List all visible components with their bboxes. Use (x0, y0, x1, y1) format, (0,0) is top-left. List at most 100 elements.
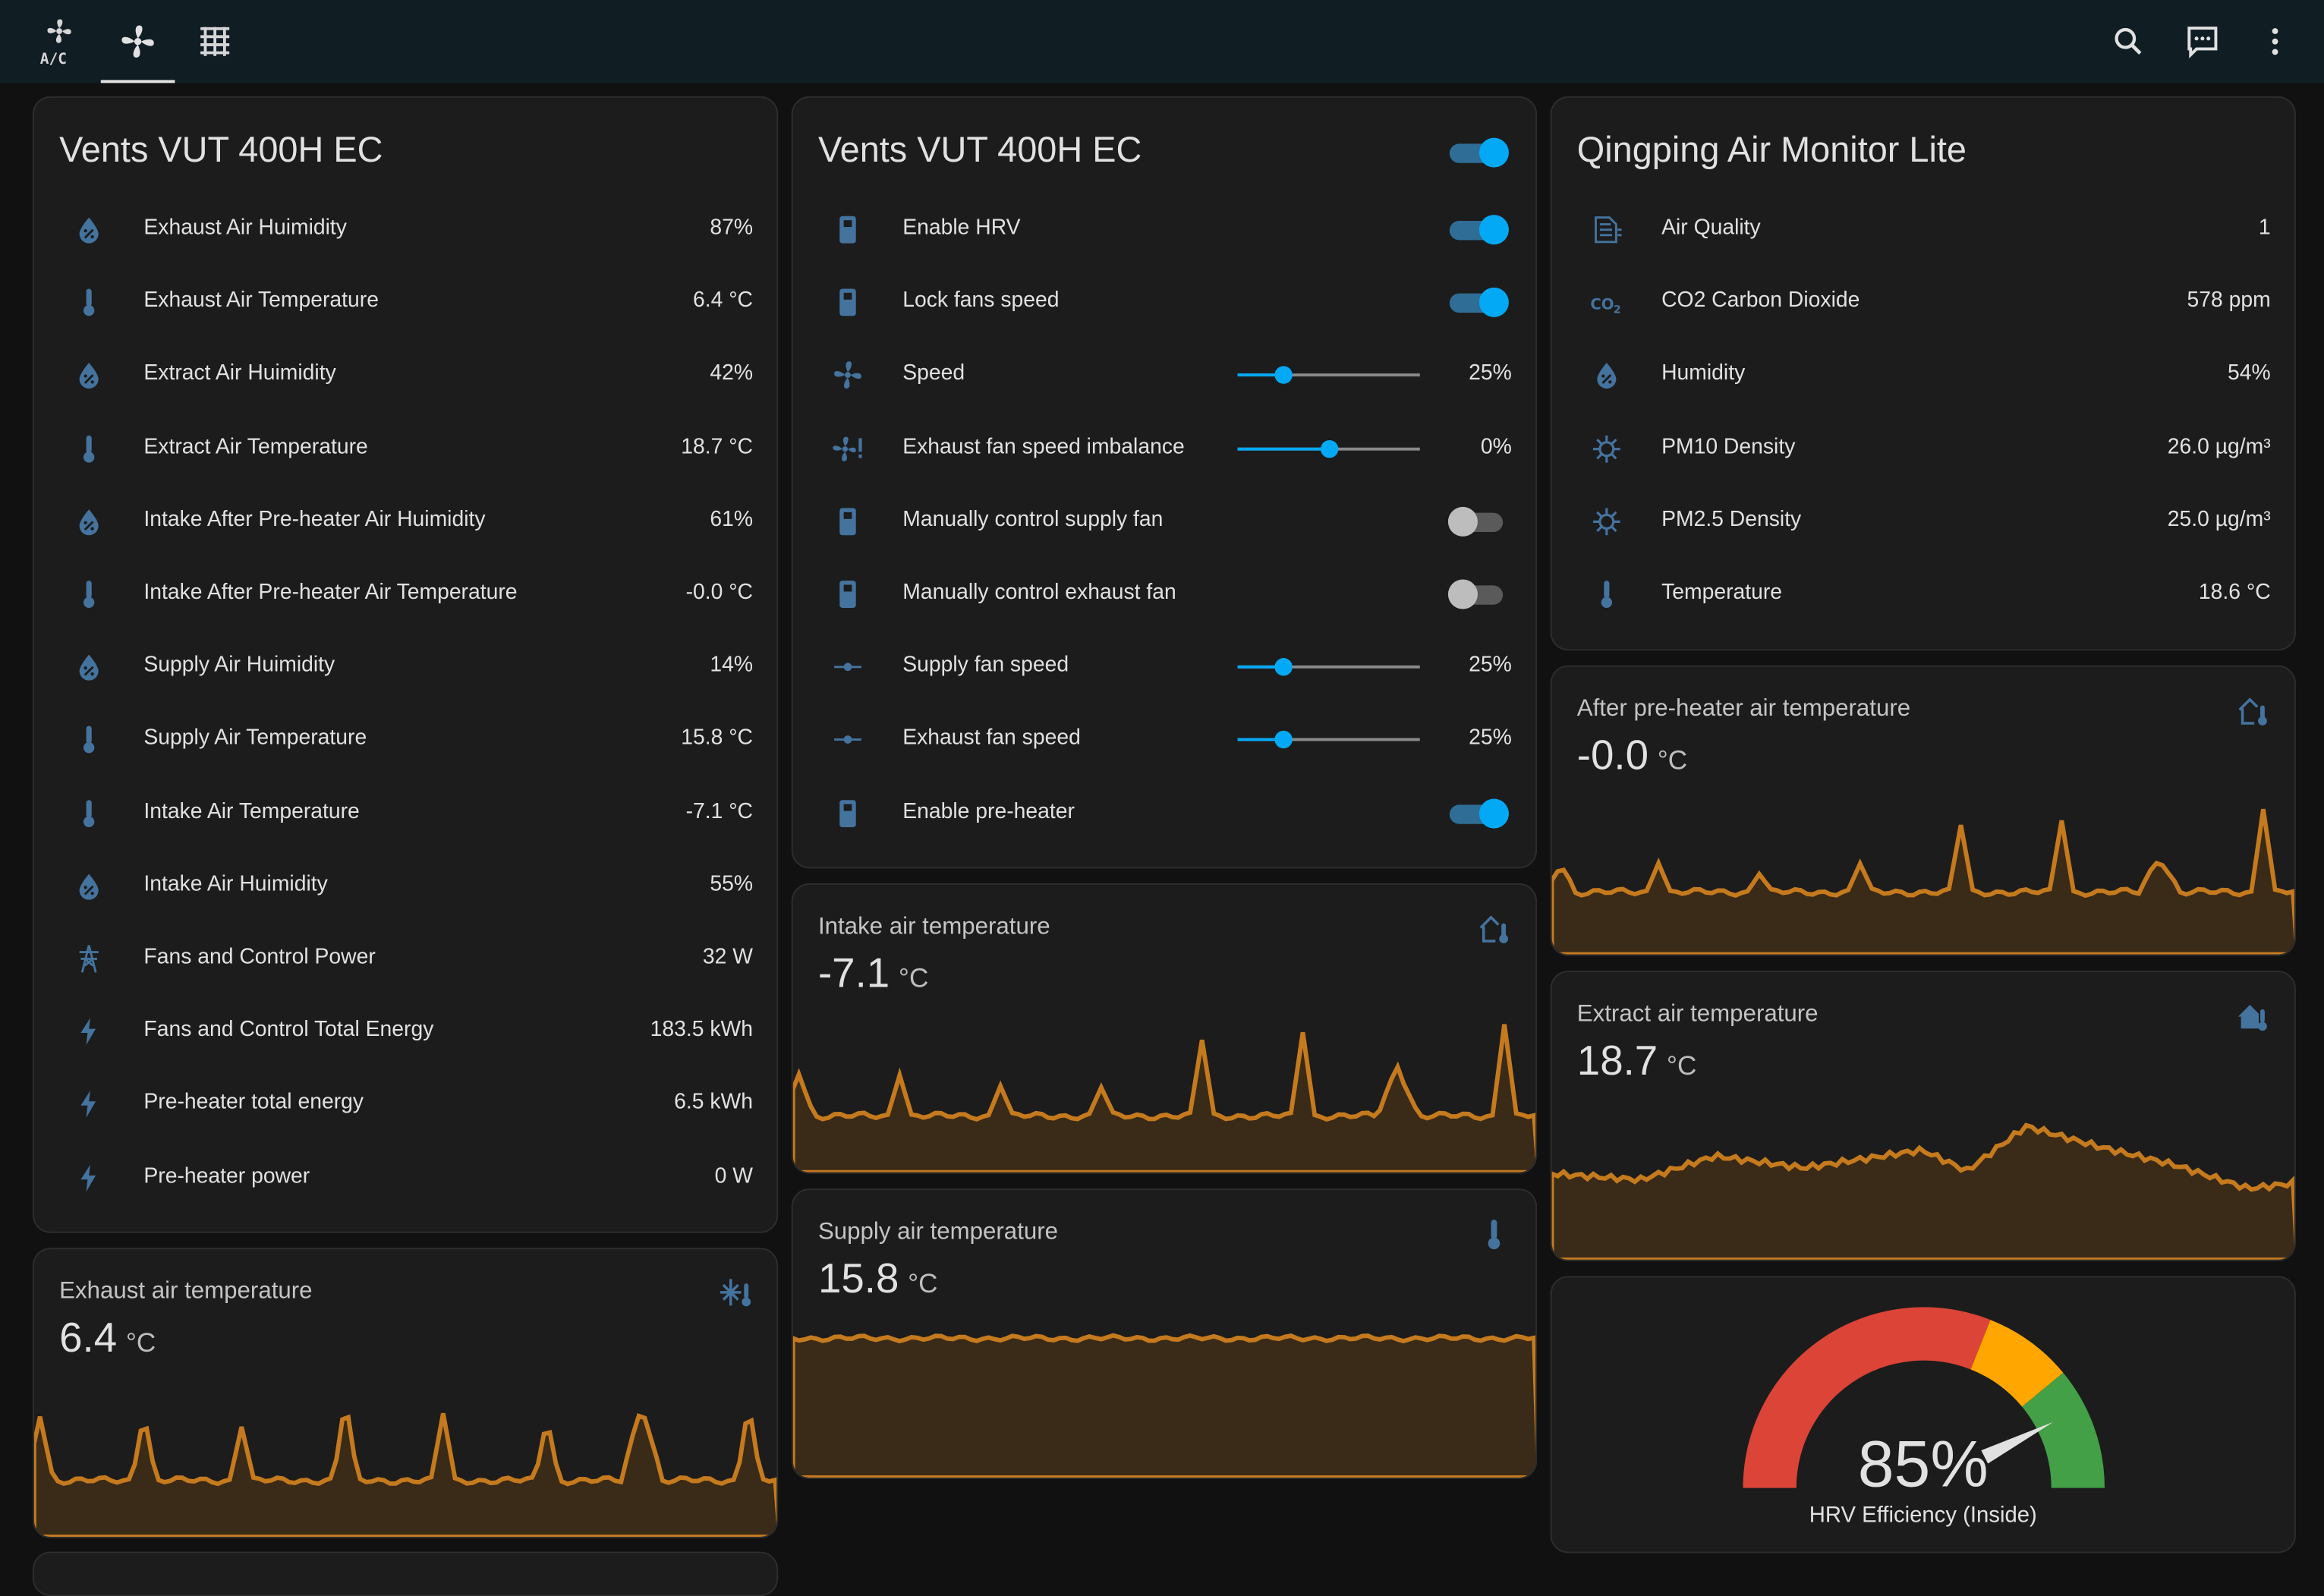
entity-toggle[interactable] (1449, 798, 1509, 828)
entity-label: Supply fan speed (902, 653, 1069, 678)
gauge-label: HRV Efficiency (Inside) (1809, 1503, 2037, 1528)
entity-icon (71, 430, 107, 466)
entity-toggle[interactable] (1449, 288, 1509, 318)
entity-label: Enable HRV (902, 216, 1021, 241)
entity-row[interactable]: Pre-heater total energy 6.5 kWh (34, 1082, 776, 1127)
entity-label: Pre-heater power (143, 1164, 310, 1188)
snowflake-thermometer-icon (717, 1276, 753, 1311)
entity-row[interactable]: CO2 Carbon Dioxide 578 ppm (1552, 280, 2294, 325)
slider-thumb[interactable] (1274, 658, 1293, 676)
water-percent-icon (1590, 359, 1623, 392)
preheater-air-temperature-card[interactable]: After pre-heater air temperature -0.0 °C (1550, 665, 2296, 956)
entity-label: Exhaust Air Huimidity (143, 216, 347, 241)
slider-thumb[interactable] (1274, 731, 1293, 749)
entity-slider[interactable] (1237, 367, 1420, 385)
entity-slider[interactable] (1237, 731, 1420, 749)
tab-hvac[interactable] (178, 0, 252, 83)
entity-row[interactable]: Extract Air Temperature 18.7 °C (34, 427, 776, 471)
lightning-bolt-icon (73, 1088, 105, 1121)
entity-value: 42% (710, 362, 754, 386)
entity-row[interactable]: Extract Air Huimidity 42% (34, 354, 776, 398)
virus-icon (1590, 505, 1623, 538)
entity-value: 54% (2228, 362, 2271, 386)
extract-air-temperature-card[interactable]: Extract air temperature 18.7 °C (1550, 971, 2296, 1261)
entity-value: 18.6 °C (2198, 581, 2271, 605)
entity-slider[interactable] (1237, 658, 1420, 676)
entity-toggle[interactable] (1449, 215, 1509, 245)
entity-label: Humidity (1661, 362, 1746, 386)
entity-row[interactable]: Speed 25% (793, 354, 1535, 398)
entity-row[interactable]: Supply Air Temperature 15.8 °C (34, 718, 776, 763)
entity-icon (71, 577, 107, 612)
water-percent-icon (73, 870, 105, 902)
entity-row[interactable]: Supply Air Huimidity 14% (34, 645, 776, 690)
entity-row[interactable]: Intake Air Huimidity 55% (34, 864, 776, 908)
entity-toggle[interactable] (1447, 579, 1506, 609)
entity-row[interactable]: Supply fan speed 25% (793, 645, 1535, 690)
entity-row[interactable]: Temperature 18.6 °C (1552, 572, 2294, 617)
entity-row[interactable]: Exhaust Air Temperature 6.4 °C (34, 280, 776, 325)
entity-value: 87% (710, 216, 754, 241)
search-button[interactable] (2108, 20, 2149, 62)
slider-fill (1237, 666, 1283, 669)
entity-value: 183.5 kWh (650, 1018, 754, 1043)
exhaust-air-temperature-card[interactable]: Exhaust air temperature 6.4 °C (32, 1248, 779, 1539)
entity-row[interactable]: Manually control supply fan (793, 499, 1535, 544)
sensor-name: Exhaust air temperature (59, 1279, 313, 1305)
entity-row[interactable]: Manually control exhaust fan (793, 572, 1535, 617)
assist-button[interactable] (2182, 20, 2224, 62)
water-percent-icon (73, 505, 105, 538)
sensor-name: After pre-heater air temperature (1576, 696, 1911, 722)
entity-row[interactable]: Intake After Pre-heater Air Huimidity 61% (34, 499, 776, 544)
entity-row[interactable]: Exhaust Air Huimidity 87% (34, 207, 776, 252)
entity-icon (71, 868, 107, 904)
entity-row[interactable]: Fans and Control Power 32 W (34, 937, 776, 981)
entity-row[interactable]: Exhaust fan speed imbalance 0% (793, 427, 1535, 471)
more-vertical-icon (2272, 28, 2278, 55)
sensor-name: Extract air temperature (1576, 1002, 1819, 1028)
ray-vertex-icon (832, 651, 864, 684)
hrv-efficiency-gauge-card[interactable]: 85% HRV Efficiency (Inside) (1550, 1276, 2296, 1554)
entity-row[interactable]: Enable HRV (793, 207, 1535, 252)
entity-value: 578 ppm (2187, 289, 2271, 313)
entity-row[interactable]: PM10 Density 26.0 µg/m³ (1552, 427, 2294, 471)
entity-icon (1589, 430, 1624, 466)
entity-slider[interactable] (1237, 439, 1420, 458)
entity-row[interactable]: Intake After Pre-heater Air Temperature -… (34, 572, 776, 617)
entity-row[interactable]: Lock fans speed (793, 280, 1535, 325)
entity-value: 25% (1469, 653, 1512, 678)
entity-label: Intake Air Temperature (143, 799, 360, 823)
entity-value: 0 W (714, 1164, 754, 1188)
entity-row[interactable]: Fans and Control Total Energy 183.5 kWh (34, 1009, 776, 1054)
home-thermometer-icon (2235, 999, 2271, 1034)
intake-air-temperature-card[interactable]: Intake air temperature -7.1 °C (791, 883, 1538, 1174)
entity-row[interactable]: Intake Air Temperature -7.1 °C (34, 791, 776, 836)
entity-label: PM2.5 Density (1661, 508, 1802, 532)
entity-value: 6.4 °C (692, 289, 754, 313)
entity-label: Exhaust fan speed (902, 726, 1081, 751)
supply-air-temperature-card[interactable]: Supply air temperature 15.8 °C (791, 1188, 1538, 1479)
entity-row[interactable]: Pre-heater power 0 W (34, 1155, 776, 1200)
home-thermometer-outline-icon (2235, 694, 2271, 729)
entity-label: Lock fans speed (902, 289, 1060, 313)
tab-ac[interactable]: A/C (22, 0, 96, 83)
overflow-menu-button[interactable] (2254, 20, 2296, 62)
slider-thumb[interactable] (1319, 439, 1338, 458)
entity-row[interactable]: Humidity 54% (1552, 354, 2294, 398)
entity-label: CO2 Carbon Dioxide (1661, 289, 1860, 313)
sensor-value: 18.7 °C (1576, 1037, 1697, 1084)
entity-row[interactable]: Enable pre-heater (793, 791, 1535, 836)
entity-toggle[interactable] (1447, 506, 1506, 537)
slider-fill (1237, 373, 1283, 377)
slider-thumb[interactable] (1274, 367, 1293, 385)
tab-fan[interactable] (100, 0, 175, 83)
entity-icon (71, 357, 107, 393)
entity-value: 32 W (702, 945, 754, 970)
all-switches-toggle[interactable] (1449, 137, 1509, 168)
entity-row[interactable]: Exhaust fan speed 25% (793, 718, 1535, 763)
air-conditioner-icon: A/C (40, 19, 71, 65)
entity-icon (1589, 577, 1624, 612)
entity-value: 1 (2258, 216, 2271, 241)
entity-row[interactable]: Air Quality 1 (1552, 207, 2294, 252)
entity-row[interactable]: PM2.5 Density 25.0 µg/m³ (1552, 499, 2294, 544)
